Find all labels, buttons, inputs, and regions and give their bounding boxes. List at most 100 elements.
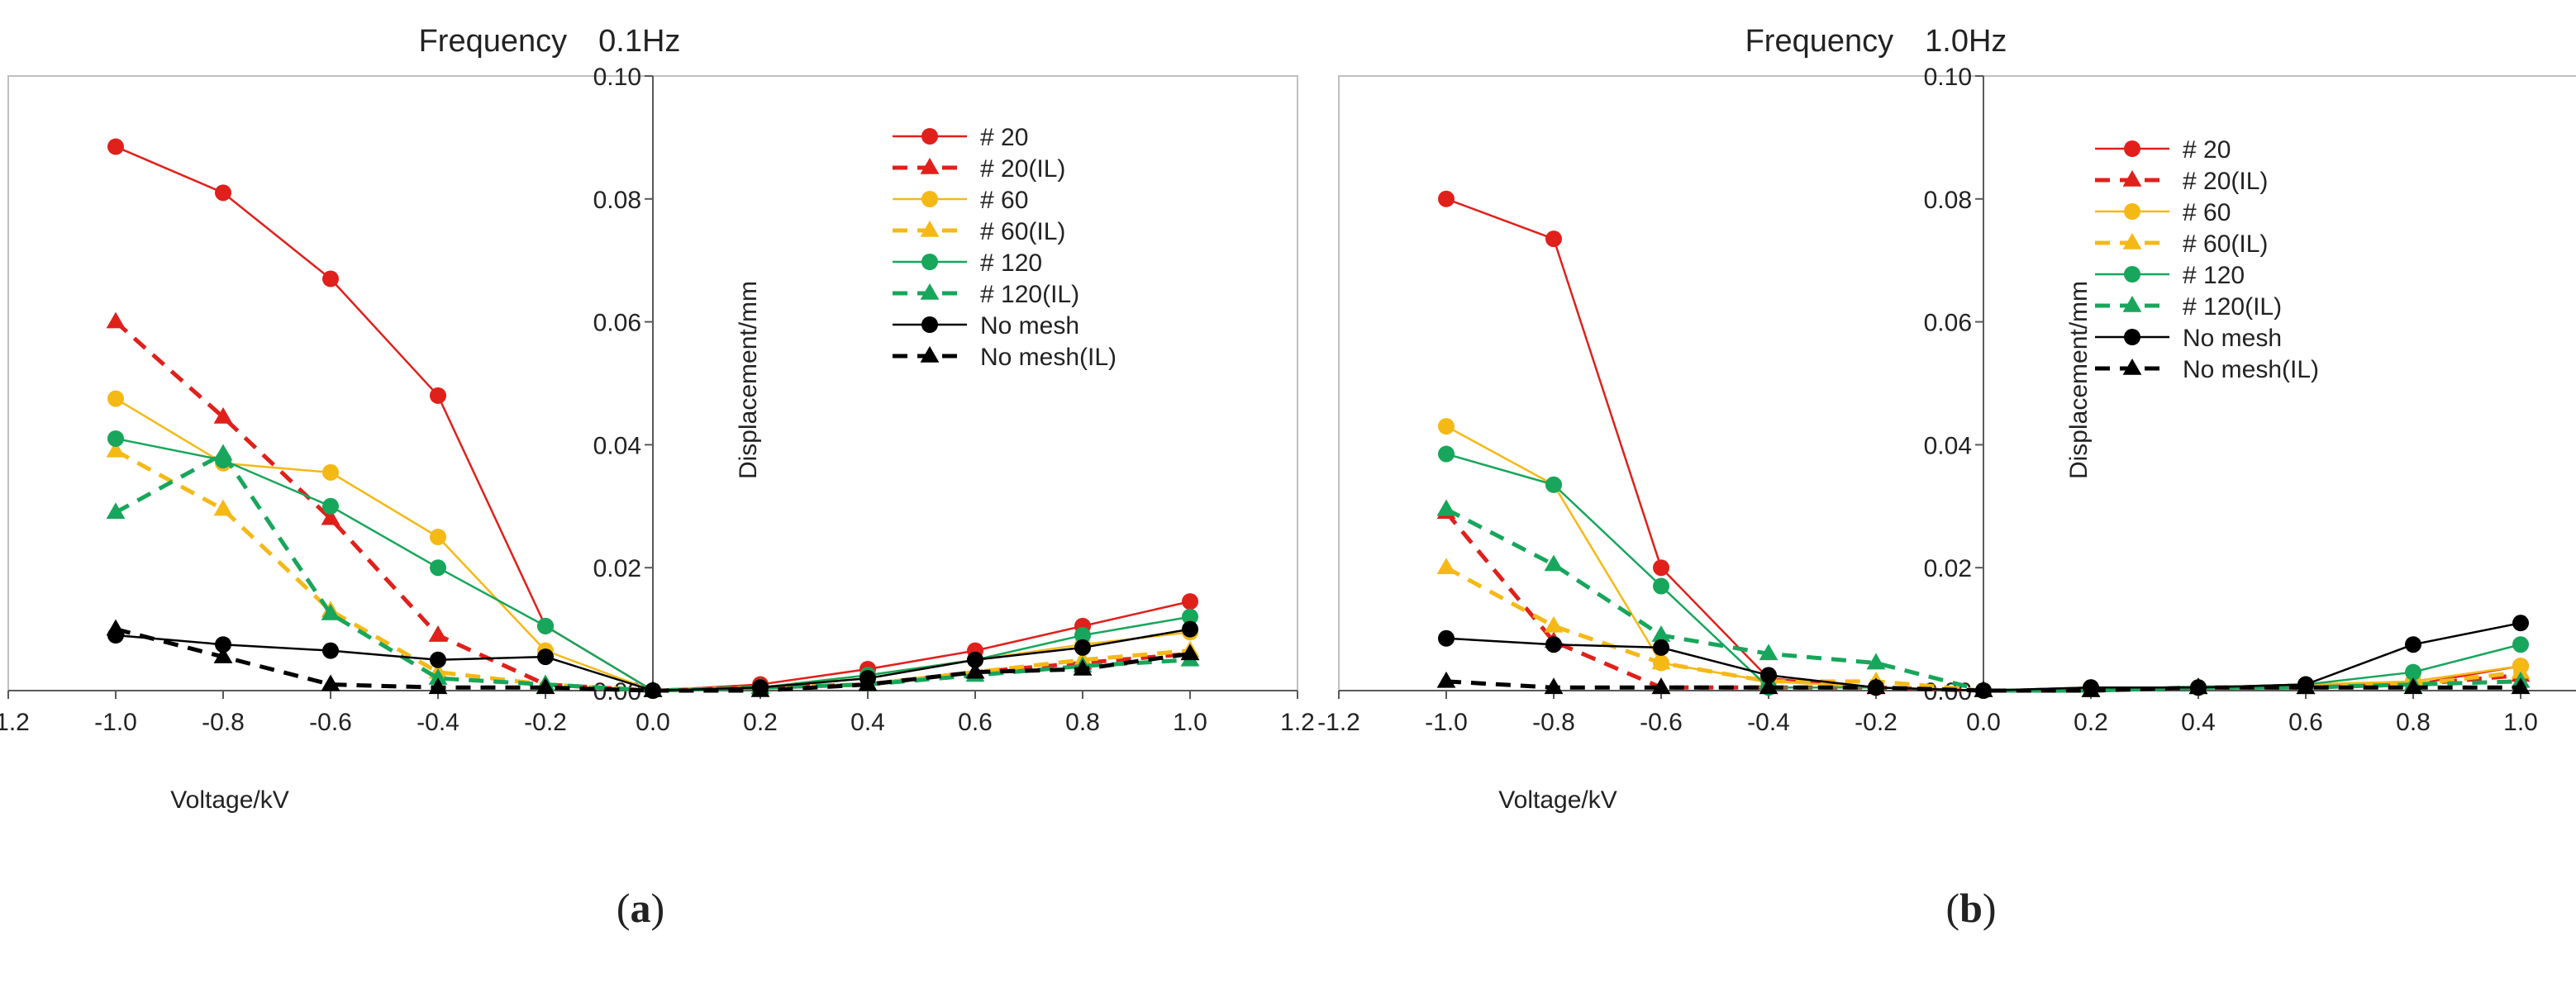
data-point — [215, 184, 231, 202]
data-point — [537, 617, 554, 634]
data-point — [1073, 658, 1093, 676]
x-tick-label: -1.0 — [1425, 709, 1468, 736]
data-point — [430, 651, 446, 668]
legend-label: No mesh — [980, 312, 1079, 340]
data-point — [322, 463, 339, 481]
x-tick-label: -0.2 — [1855, 709, 1897, 736]
data-point — [1544, 554, 1564, 572]
data-point — [1074, 627, 1091, 644]
legend-swatch-marker — [2122, 359, 2142, 375]
legend-label: No mesh(IL) — [2183, 356, 2319, 383]
legend-label: # 60(IL) — [980, 218, 1065, 245]
data-point — [1759, 677, 1778, 695]
y-tick-label: 0.08 — [593, 187, 641, 214]
chart-title: Frequency 1.0Hz — [1745, 24, 2007, 59]
legend-swatch-marker — [2124, 140, 2140, 157]
data-point — [1436, 671, 1456, 688]
y-tick-label: 0.10 — [1924, 64, 1972, 91]
y-axis-label: Displacement/mm — [2065, 281, 2093, 479]
chart-title: Frequency 0.1Hz — [419, 24, 681, 59]
panel-label: (b) — [1945, 885, 1996, 931]
x-tick-label: 0.8 — [2396, 709, 2431, 736]
data-point — [1545, 476, 1562, 493]
data-point — [1438, 190, 1455, 207]
data-point — [2405, 663, 2421, 681]
data-point — [213, 499, 233, 516]
data-point — [2511, 662, 2531, 679]
y-tick-label: 0.02 — [593, 555, 641, 582]
data-point — [1545, 636, 1562, 653]
data-point — [750, 681, 770, 697]
x-axis-label: Voltage/kV — [1498, 786, 1617, 814]
legend-label: # 20(IL) — [980, 155, 1065, 183]
x-tick-label: 0.2 — [743, 709, 778, 736]
series-line — [115, 627, 1191, 693]
data-point — [321, 604, 340, 620]
data-point — [2188, 677, 2208, 695]
data-point — [1866, 653, 1886, 670]
legend-swatch-marker — [2122, 170, 2142, 187]
x-tick-label: 0.0 — [636, 709, 670, 736]
legend-label: # 20(IL) — [2183, 168, 2268, 195]
data-point — [1182, 593, 1198, 610]
data-point — [2296, 677, 2316, 695]
chart-2: -1.2 -1.0 -0.8 -0.6 -0.4 -0.2 0.0 0.2 0.4 0.6 0.8 1… — [1317, 24, 2576, 931]
x-tick-label: -0.6 — [309, 709, 352, 736]
data-point — [967, 651, 983, 668]
data-point — [1436, 499, 1456, 516]
legend-swatch-marker — [2122, 233, 2142, 249]
legend-label: # 60(IL) — [2183, 230, 2268, 258]
series-8 — [106, 619, 1200, 697]
x-tick-label: 0.4 — [2181, 709, 2216, 736]
panel-label-letter: b — [1959, 885, 1983, 931]
data-point — [1866, 677, 1886, 695]
y-tick-label: 0.00 — [1924, 678, 1972, 705]
data-point — [536, 677, 555, 695]
x-tick-label: -1.2 — [1317, 709, 1360, 736]
data-point — [1182, 608, 1198, 625]
x-tick-label: 0.2 — [2074, 709, 2108, 736]
data-point — [1651, 653, 1671, 670]
legend-swatch-marker — [921, 254, 938, 270]
x-tick-label: -0.4 — [417, 709, 459, 736]
data-point — [1760, 667, 1777, 684]
data-point — [1653, 559, 1669, 577]
x-tick-label: -0.2 — [524, 709, 567, 736]
data-point — [321, 508, 340, 525]
legend-label: # 60 — [2183, 199, 2231, 226]
legend-swatch-marker — [920, 158, 940, 174]
data-point — [322, 642, 339, 659]
y-tick-label: 0.10 — [593, 64, 641, 91]
legend-label: # 120 — [980, 249, 1042, 277]
legend-label: No mesh — [2183, 325, 2282, 352]
x-tick-label: -0.8 — [1532, 709, 1575, 736]
data-point — [428, 668, 448, 685]
data-point — [1544, 615, 1564, 633]
legend: # 20 # 20(IL) # 60 # 60(IL) # 120 # 120(IL) No… — [2095, 136, 2319, 383]
data-point — [965, 662, 985, 679]
data-point — [858, 674, 878, 691]
data-point — [1545, 230, 1562, 248]
data-point — [107, 430, 124, 447]
data-point — [106, 619, 126, 636]
x-tick-label: 1.2 — [1280, 709, 1315, 736]
x-tick-label: 0.6 — [2288, 709, 2323, 736]
data-point — [1438, 445, 1455, 463]
legend-label: # 120(IL) — [980, 281, 1079, 308]
data-point — [537, 648, 554, 666]
data-point — [1544, 677, 1564, 695]
legend-label: # 20 — [2183, 136, 2231, 164]
x-tick-label: 0.8 — [1065, 709, 1100, 736]
data-point — [213, 444, 233, 461]
legend-swatch-marker — [2124, 203, 2140, 220]
y-tick-label: 0.08 — [1924, 187, 1972, 214]
x-axis-label: Voltage/kV — [170, 786, 288, 814]
data-point — [2512, 636, 2529, 653]
legend: # 20 # 20(IL) # 60 # 60(IL) # 120 # 120(IL) No… — [893, 124, 1117, 371]
data-point — [1436, 558, 1456, 574]
x-tick-label: -1.2 — [0, 709, 30, 736]
data-point — [321, 674, 340, 691]
data-point — [2081, 681, 2101, 697]
data-point — [107, 390, 124, 407]
legend-swatch-marker — [921, 191, 938, 207]
